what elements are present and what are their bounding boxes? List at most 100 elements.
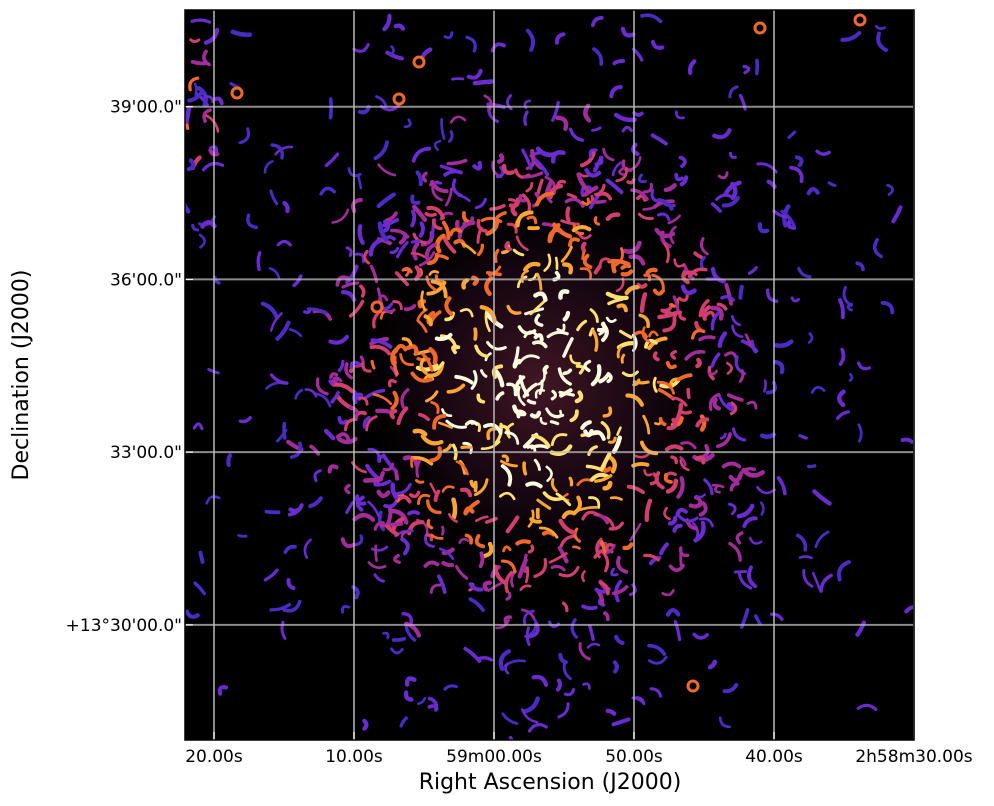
emission-filament (368, 238, 382, 257)
emission-filament (508, 736, 514, 740)
emission-filament (582, 682, 591, 690)
emission-filament (710, 305, 724, 321)
emission-filament (443, 684, 458, 691)
emission-filament (410, 238, 421, 244)
emission-filament (737, 571, 753, 590)
emission-filament (393, 553, 401, 564)
emission-filament (390, 647, 404, 655)
emission-filament (370, 359, 376, 370)
emission-filament (423, 560, 440, 568)
emission-filament (476, 219, 488, 233)
emission-filament (354, 534, 364, 547)
emission-filament (420, 434, 444, 446)
emission-filament (449, 115, 467, 124)
emission-filament (464, 533, 473, 545)
emission-filament (638, 313, 650, 329)
emission-filament (433, 361, 445, 372)
emission-filament (602, 147, 615, 162)
emission-filament (474, 534, 486, 549)
emission-filament (359, 284, 366, 298)
emission-filament (408, 490, 421, 499)
emission-filament (550, 564, 566, 572)
emission-filament (401, 612, 414, 625)
emission-filament (523, 261, 541, 272)
emission-filament (328, 97, 333, 120)
emission-filament (505, 592, 512, 601)
emission-filament (876, 31, 888, 52)
emission-filament (624, 285, 640, 296)
emission-filament (418, 221, 425, 238)
emission-filament (461, 278, 470, 290)
emission-filament (611, 435, 623, 454)
emission-filament (840, 31, 862, 42)
emission-filament (615, 166, 628, 183)
emission-filament (455, 564, 469, 580)
emission-filament (451, 497, 458, 520)
emission-filament (390, 228, 410, 239)
emission-filament (376, 192, 396, 209)
emission-filament (534, 158, 550, 177)
emission-filament (382, 13, 392, 32)
emission-filament (538, 379, 544, 395)
emission-filament (680, 284, 697, 296)
emission-filament (444, 296, 454, 316)
emission-filament (525, 157, 535, 171)
emission-filament (508, 198, 518, 204)
emission-filament (568, 127, 584, 142)
emission-filament (536, 272, 543, 291)
emission-filament (738, 284, 744, 300)
emission-filament (362, 718, 369, 731)
emission-filament (693, 251, 703, 259)
emission-filament (665, 478, 679, 494)
emission-filament (680, 410, 692, 415)
emission-filament (482, 541, 494, 559)
emission-filament (464, 420, 479, 426)
emission-filament (533, 291, 548, 302)
emission-filament (504, 240, 513, 252)
y-axis-label: Declination (J2000) (9, 270, 34, 481)
emission-filament (263, 568, 279, 582)
emission-filament (654, 471, 665, 490)
emission-filament (345, 500, 355, 514)
emission-filament (246, 213, 258, 230)
emission-filament (593, 264, 602, 275)
emission-filament (412, 428, 428, 437)
emission-filament (586, 642, 601, 649)
emission-filament (733, 570, 748, 574)
emission-filament (602, 406, 613, 418)
emission-filament (369, 344, 391, 356)
emission-filament (699, 237, 709, 256)
emission-filament (431, 218, 443, 231)
emission-filament (500, 464, 513, 487)
emission-filament (390, 482, 399, 501)
emission-filament (708, 393, 721, 411)
emission-filament (620, 26, 636, 38)
emission-filament (626, 484, 645, 495)
emission-filament (731, 324, 744, 338)
emission-filament (600, 549, 610, 573)
emission-filament (656, 198, 674, 211)
emission-filament (594, 474, 613, 483)
emission-filament (498, 649, 511, 672)
emission-filament (193, 581, 206, 596)
emission-filament (766, 288, 779, 303)
emission-filament (421, 171, 428, 183)
emission-filament (679, 175, 689, 187)
emission-filament (463, 499, 480, 516)
emission-filament (202, 108, 212, 123)
emission-filament (439, 547, 455, 560)
emission-filament (513, 375, 526, 397)
emission-filament (815, 149, 831, 156)
emission-filament (522, 382, 538, 399)
emission-filament (580, 150, 596, 168)
emission-filament (562, 337, 574, 358)
emission-filament (348, 299, 365, 318)
emission-filament (698, 299, 710, 318)
emission-filament (591, 329, 599, 352)
emission-filament (620, 353, 626, 364)
emission-filament (558, 390, 575, 397)
emission-filament (415, 363, 439, 372)
emission-filament (340, 604, 351, 614)
emission-filament (718, 716, 732, 729)
emission-filament (616, 303, 628, 313)
